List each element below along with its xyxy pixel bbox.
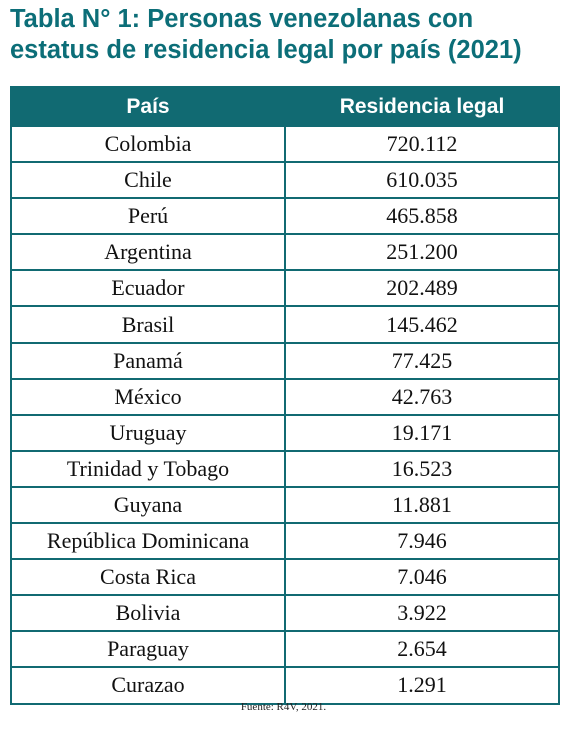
country-cell: Guyana [10, 485, 286, 525]
country-cell: Colombia [10, 124, 286, 164]
value-cell: 251.200 [284, 233, 560, 272]
value-cell: 202.489 [284, 269, 560, 308]
table-title: Tabla N° 1: Personas venezolanas con est… [10, 4, 560, 66]
table-row: Guyana 11.881 [10, 485, 560, 525]
value-cell: 11.881 [284, 485, 560, 525]
table-row: Panamá 77.425 [10, 341, 560, 380]
value-cell: 465.858 [284, 197, 560, 236]
header-legal-residence: Residencia legal [284, 86, 560, 127]
value-cell: 77.425 [284, 341, 560, 380]
title-line-1: Tabla N° 1: Personas venezolanas con [10, 5, 474, 33]
table-row: Perú 465.858 [10, 197, 560, 236]
table-row: Paraguay 2.654 [10, 630, 560, 669]
table-row: Costa Rica 7.046 [10, 558, 560, 597]
country-cell: Uruguay [10, 413, 286, 452]
country-cell: Brasil [10, 305, 286, 344]
country-cell: México [10, 377, 286, 416]
table-row: Trinidad y Tobago 16.523 [10, 449, 560, 488]
value-cell: 610.035 [284, 161, 560, 200]
country-cell: Paraguay [10, 630, 286, 669]
residence-table: País Residencia legal Colombia 720.112 C… [10, 86, 560, 705]
table-row: República Dominicana 7.946 [10, 522, 560, 561]
table-row: Colombia 720.112 [10, 124, 560, 164]
header-row: País Residencia legal [10, 86, 560, 127]
country-cell: Panamá [10, 341, 286, 380]
value-cell: 7.946 [284, 522, 560, 561]
table-row: Bolivia 3.922 [10, 594, 560, 633]
country-cell: Bolivia [10, 594, 286, 633]
header-country: País [10, 86, 286, 127]
value-cell: 16.523 [284, 449, 560, 488]
country-cell: Costa Rica [10, 558, 286, 597]
value-cell: 145.462 [284, 305, 560, 344]
table-row: México 42.763 [10, 377, 560, 416]
table-row: Uruguay 19.171 [10, 413, 560, 452]
table-row: Chile 610.035 [10, 161, 560, 200]
title-line-2: estatus de residencia legal por país (20… [10, 36, 522, 64]
source-note: Fuente: R4V, 2021. [240, 701, 327, 713]
value-cell: 2.654 [284, 630, 560, 669]
value-cell: 42.763 [284, 377, 560, 416]
country-cell: Curazao [10, 666, 286, 705]
country-cell: Trinidad y Tobago [10, 449, 286, 488]
table-row: Brasil 145.462 [10, 305, 560, 344]
value-cell: 720.112 [284, 124, 560, 164]
table-row: Curazao 1.291 [10, 666, 560, 705]
country-cell: Perú [10, 197, 286, 236]
table-row: Ecuador 202.489 [10, 269, 560, 308]
value-cell: 19.171 [284, 413, 560, 452]
value-cell: 3.922 [284, 594, 560, 633]
table-row: Argentina 251.200 [10, 233, 560, 272]
country-cell: República Dominicana [10, 522, 286, 561]
value-cell: 1.291 [284, 666, 560, 705]
country-cell: Ecuador [10, 269, 286, 308]
value-cell: 7.046 [284, 558, 560, 597]
country-cell: Chile [10, 161, 286, 200]
country-cell: Argentina [10, 233, 286, 272]
